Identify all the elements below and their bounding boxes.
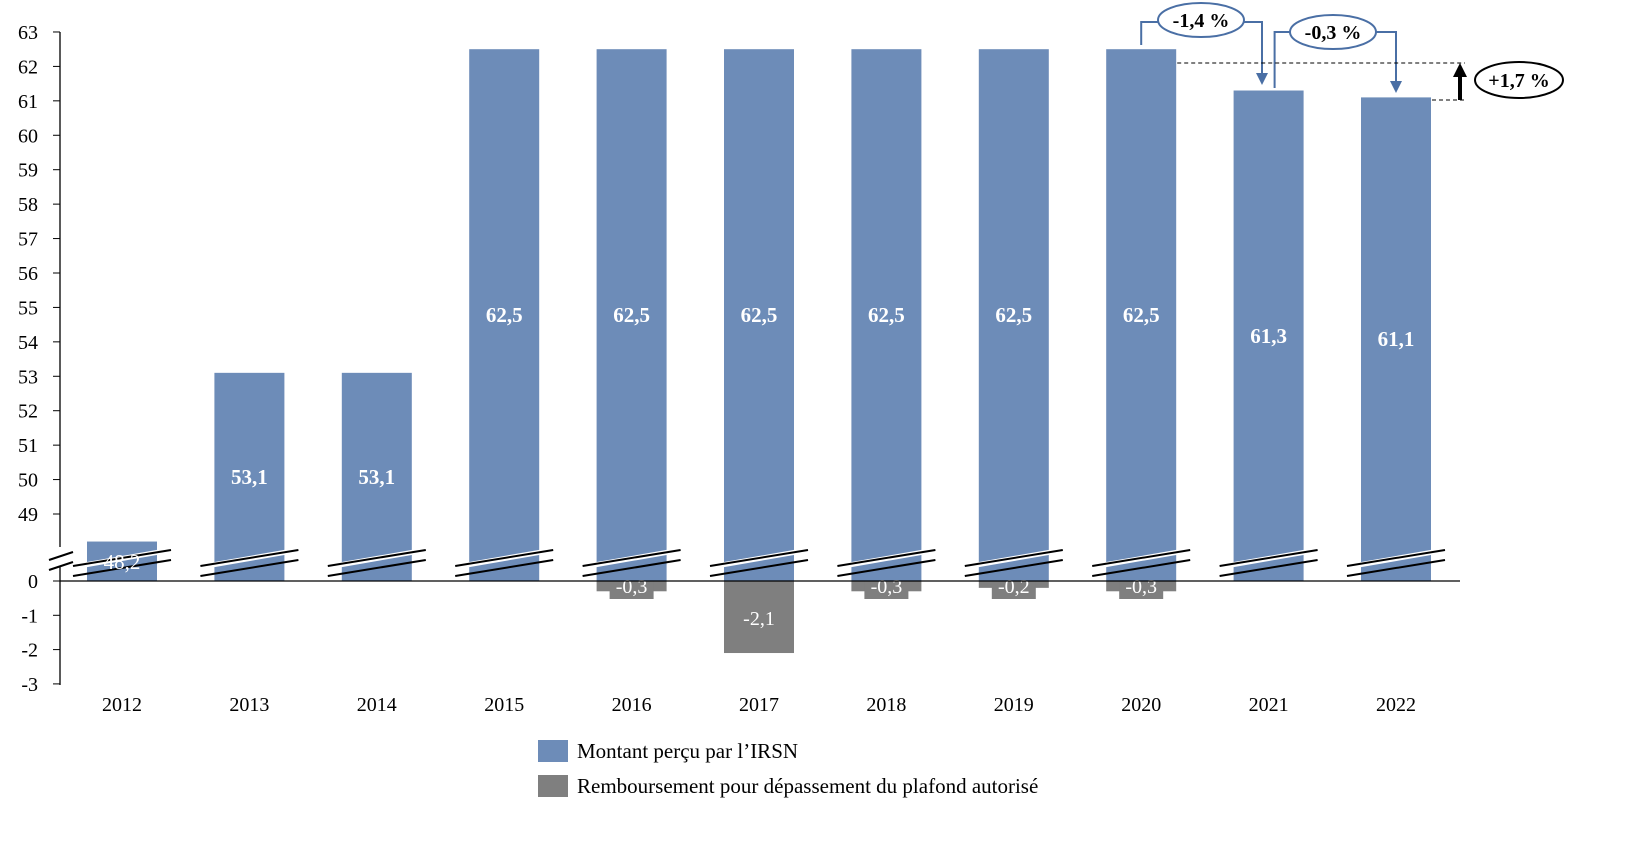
legend-label: Montant perçu par l’IRSN <box>577 739 798 763</box>
bar-label-box <box>1119 581 1164 599</box>
bar-break-mark <box>1092 559 1191 577</box>
bar-label: 53,1 <box>358 465 395 489</box>
bar-break-mark <box>72 559 172 577</box>
bar-label: -2,1 <box>743 608 775 630</box>
x-tick-label: 2013 <box>229 694 269 716</box>
y-tick-label: 53 <box>18 366 38 388</box>
y-tick-label: 61 <box>18 91 38 113</box>
annotation-total-bubble <box>1474 61 1564 99</box>
annotation-2021-2022-label: -0,3 % <box>1305 22 1362 44</box>
bar-montant <box>851 49 922 581</box>
bar-break-mark <box>72 549 172 567</box>
bar-break-mark <box>1092 549 1191 567</box>
y-tick-label: 60 <box>18 125 38 147</box>
x-tick-label: 2019 <box>994 694 1034 716</box>
bar-break-mark <box>582 559 681 577</box>
bar-label: -0,3 <box>1125 576 1157 598</box>
bar-montant <box>1106 49 1177 581</box>
bar-break-mark <box>1219 559 1318 577</box>
bar-label: -0,2 <box>998 576 1030 598</box>
annotation-2021-2022-bubble <box>1289 14 1377 50</box>
x-tick-label: 2018 <box>866 694 906 716</box>
y-tick-label: 62 <box>18 56 38 78</box>
legend-swatch <box>538 740 568 762</box>
bar-montant <box>469 49 540 581</box>
bar-break-mark <box>964 559 1063 577</box>
y-tick-label: 52 <box>18 401 38 423</box>
bar-label-box <box>991 581 1036 599</box>
x-tick-label: 2014 <box>357 694 397 716</box>
up-arrow-icon <box>1453 63 1467 77</box>
x-tick-label: 2017 <box>739 694 779 716</box>
bar-montant <box>341 372 412 581</box>
bar-break-mark <box>1346 559 1446 577</box>
bar-montant <box>214 372 285 581</box>
bar-montant <box>978 49 1049 581</box>
y-tick-label: 58 <box>18 194 38 216</box>
bar-break-mark <box>709 559 809 577</box>
bar-label: 62,5 <box>741 303 778 327</box>
x-tick-label: 2022 <box>1376 694 1416 716</box>
bar-montant <box>1361 97 1431 581</box>
y-tick-label: 56 <box>18 263 38 285</box>
x-tick-label: 2015 <box>484 694 524 716</box>
y-tick-label: 57 <box>18 229 38 251</box>
bar-label: 62,5 <box>868 303 905 327</box>
bar-label: -0,3 <box>616 576 648 598</box>
bar-label: 62,5 <box>1123 303 1160 327</box>
axis-break-mark <box>48 551 74 561</box>
bar-break-mark <box>455 549 554 567</box>
y-tick-label: -1 <box>21 605 38 627</box>
annotation-2021-2022-arrowhead <box>1390 81 1402 93</box>
legend-label: Remboursement pour dépassement du plafon… <box>577 774 1038 798</box>
bar-label: 48,2 <box>104 550 141 574</box>
y-tick-label: 54 <box>18 332 38 354</box>
x-tick-label: 2012 <box>102 694 142 716</box>
bar-break-mark <box>455 559 554 577</box>
bar-break-mark <box>964 549 1063 567</box>
bar-montant <box>1233 90 1304 582</box>
y-tick-label: 63 <box>18 22 38 44</box>
x-tick-label: 2016 <box>612 694 652 716</box>
bar-label: 53,1 <box>231 465 268 489</box>
bar-break-mark <box>200 549 299 567</box>
bar-break-mark <box>837 549 936 567</box>
bar-label: 62,5 <box>613 303 650 327</box>
y-tick-label: 59 <box>18 160 38 182</box>
bar-remboursement <box>724 581 794 654</box>
axis-break-mark <box>48 561 74 571</box>
bar-break-mark <box>1346 549 1446 567</box>
bar-break-mark <box>1219 549 1318 567</box>
bar-label: 62,5 <box>486 303 523 327</box>
y-tick-label: 49 <box>18 504 38 526</box>
bar-break-mark <box>200 559 299 577</box>
bar-break-mark <box>327 559 426 577</box>
bar-break-mark <box>327 549 426 567</box>
bar-label: -0,3 <box>871 576 903 598</box>
bar-montant <box>596 49 667 581</box>
annotation-2020-2021-label: -1,4 % <box>1173 10 1230 32</box>
y-tick-label: 55 <box>18 297 38 319</box>
bar-break-mark <box>582 549 681 567</box>
bar-label: 61,1 <box>1378 327 1415 351</box>
bar-label: 62,5 <box>995 303 1032 327</box>
x-tick-label: 2021 <box>1249 694 1289 716</box>
bar-break-mark <box>837 559 936 577</box>
bar-label-box <box>609 581 654 599</box>
x-tick-label: 2020 <box>1121 694 1161 716</box>
y-tick-label: -2 <box>21 640 38 662</box>
y-tick-label: -3 <box>21 674 38 696</box>
bar-montant <box>724 49 794 581</box>
annotation-2020-2021-arrowhead <box>1256 73 1268 85</box>
bar-label: 61,3 <box>1250 324 1287 348</box>
y-tick-label: 50 <box>18 470 38 492</box>
legend-swatch <box>538 775 568 797</box>
bar-break-mark <box>709 549 809 567</box>
bar-label-box <box>864 581 909 599</box>
y-tick-label: 51 <box>18 435 38 457</box>
annotation-total-label: +1,7 % <box>1488 70 1549 92</box>
annotation-2020-2021-bubble <box>1157 2 1245 38</box>
y-tick-label: 0 <box>28 571 38 593</box>
